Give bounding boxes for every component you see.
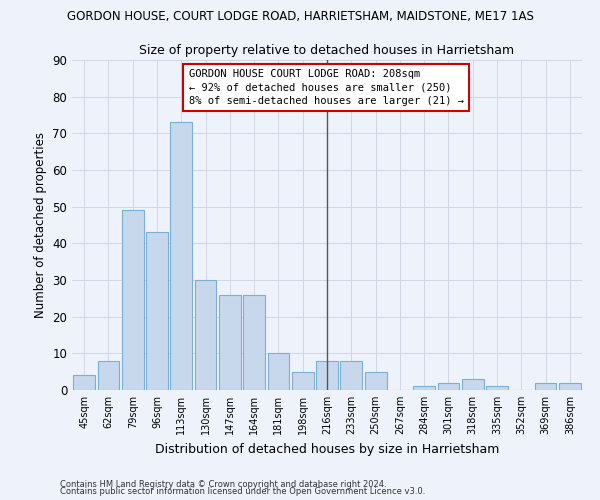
Bar xyxy=(243,294,265,390)
Bar xyxy=(462,379,484,390)
Text: GORDON HOUSE COURT LODGE ROAD: 208sqm
← 92% of detached houses are smaller (250): GORDON HOUSE COURT LODGE ROAD: 208sqm ← … xyxy=(188,69,464,106)
Bar xyxy=(194,280,217,390)
Bar xyxy=(146,232,168,390)
Text: GORDON HOUSE, COURT LODGE ROAD, HARRIETSHAM, MAIDSTONE, ME17 1AS: GORDON HOUSE, COURT LODGE ROAD, HARRIETS… xyxy=(67,10,533,23)
Text: Contains public sector information licensed under the Open Government Licence v3: Contains public sector information licen… xyxy=(60,488,425,496)
Text: Contains HM Land Registry data © Crown copyright and database right 2024.: Contains HM Land Registry data © Crown c… xyxy=(60,480,386,489)
Bar xyxy=(535,382,556,390)
X-axis label: Distribution of detached houses by size in Harrietsham: Distribution of detached houses by size … xyxy=(155,442,499,456)
Bar xyxy=(170,122,192,390)
Bar xyxy=(437,382,460,390)
Title: Size of property relative to detached houses in Harrietsham: Size of property relative to detached ho… xyxy=(139,44,515,58)
Bar xyxy=(219,294,241,390)
Bar xyxy=(122,210,143,390)
Bar xyxy=(559,382,581,390)
Bar xyxy=(73,376,95,390)
Bar xyxy=(268,354,289,390)
Bar xyxy=(413,386,435,390)
Bar xyxy=(365,372,386,390)
Bar xyxy=(316,360,338,390)
Bar xyxy=(97,360,119,390)
Bar xyxy=(292,372,314,390)
Bar xyxy=(486,386,508,390)
Bar xyxy=(340,360,362,390)
Y-axis label: Number of detached properties: Number of detached properties xyxy=(34,132,47,318)
